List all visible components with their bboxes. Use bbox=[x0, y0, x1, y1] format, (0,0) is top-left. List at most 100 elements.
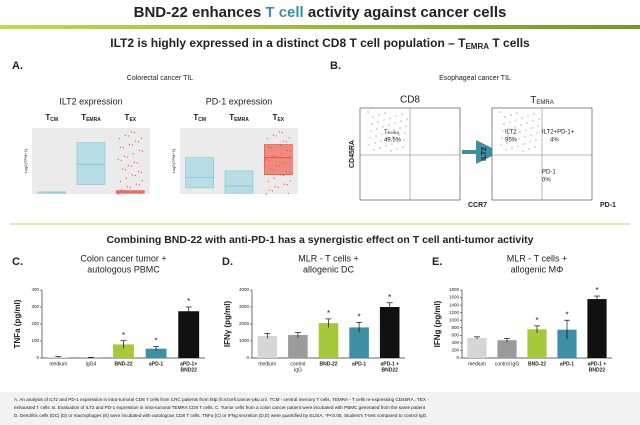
title-band bbox=[0, 25, 640, 29]
event bbox=[512, 140, 514, 142]
dot bbox=[270, 147, 272, 149]
y-axis-label: Log2(TPM+1) bbox=[23, 148, 28, 173]
event bbox=[383, 119, 385, 121]
bar bbox=[497, 340, 517, 358]
dot bbox=[138, 184, 140, 186]
bar bbox=[557, 329, 577, 358]
x-tick-label: BND-22 bbox=[114, 361, 132, 367]
y-tick-label: 300 bbox=[31, 304, 39, 309]
event bbox=[403, 139, 405, 141]
event bbox=[511, 147, 513, 149]
x-tick-label: IgG4 bbox=[85, 361, 96, 367]
event bbox=[367, 111, 369, 113]
x-tick-label: BND22 bbox=[381, 367, 398, 373]
dot bbox=[281, 132, 283, 134]
event bbox=[516, 112, 518, 114]
section-heading: Combining BND-22 with anti-PD-1 has a sy… bbox=[106, 234, 533, 246]
bar bbox=[288, 335, 308, 358]
dot bbox=[139, 192, 141, 194]
box bbox=[76, 142, 106, 185]
y-tick-label: 0 bbox=[36, 355, 39, 360]
dot bbox=[271, 155, 273, 157]
y-tick-label: 400 bbox=[451, 340, 459, 345]
plot-title: ILT2 expression bbox=[59, 96, 122, 106]
dot bbox=[136, 162, 138, 164]
dot bbox=[278, 131, 280, 133]
dot bbox=[123, 155, 125, 157]
y-axis-label: ILT2 bbox=[481, 147, 488, 161]
dot bbox=[287, 192, 289, 194]
dot bbox=[130, 131, 132, 133]
dot bbox=[282, 174, 284, 177]
y-axis-label: Log2(TPM+1) bbox=[171, 148, 176, 173]
panel-label: B. bbox=[330, 60, 341, 72]
subtitle-text: ILT2 is highly expressed in a distinct C… bbox=[110, 36, 466, 50]
event bbox=[374, 142, 376, 144]
box bbox=[185, 157, 214, 189]
footnote-line: A. An analysis of ILT2 and PD-1 expressi… bbox=[14, 397, 429, 402]
gate-value: 49.5% bbox=[384, 138, 402, 144]
dot bbox=[121, 168, 123, 170]
event bbox=[394, 122, 396, 124]
dot bbox=[282, 140, 284, 142]
significance: * bbox=[122, 331, 125, 340]
dot bbox=[135, 183, 137, 185]
event bbox=[400, 120, 402, 122]
dot bbox=[132, 153, 134, 155]
event bbox=[397, 141, 399, 143]
panel-label: A. bbox=[12, 60, 23, 72]
flow-title-sub: EMRA bbox=[536, 100, 553, 106]
dot bbox=[124, 134, 126, 136]
gate-label: TEMRA bbox=[384, 130, 400, 136]
dot bbox=[131, 144, 133, 146]
event bbox=[404, 132, 406, 134]
event bbox=[378, 114, 380, 116]
group-label-sub: EX bbox=[129, 117, 136, 123]
dot bbox=[127, 165, 129, 167]
event bbox=[501, 137, 503, 139]
y-tick-label: 1200 bbox=[449, 310, 460, 315]
y-tick-label: 0 bbox=[456, 355, 459, 360]
x-tick-label: aPD-1 + bbox=[380, 361, 399, 367]
x-tick-label: aPD-1 bbox=[560, 361, 574, 367]
dot bbox=[120, 159, 122, 161]
flow-title-main: T bbox=[530, 95, 536, 106]
dot bbox=[134, 174, 136, 177]
gate-main: T bbox=[384, 130, 388, 136]
event bbox=[522, 150, 524, 152]
significance: * bbox=[187, 297, 190, 306]
x-tick-label: BND-22 bbox=[319, 361, 337, 367]
bar bbox=[113, 344, 134, 358]
event bbox=[393, 129, 395, 131]
event bbox=[517, 145, 519, 147]
group-label-main: T bbox=[229, 113, 234, 122]
event bbox=[371, 123, 373, 125]
event bbox=[535, 139, 537, 141]
title: BND-22 enhances T cell activity against … bbox=[134, 4, 507, 21]
x-tick-label: IgG bbox=[294, 367, 302, 373]
event bbox=[519, 131, 521, 133]
y-axis-label: IFNg (pg/ml) bbox=[433, 300, 442, 347]
bar bbox=[318, 323, 339, 358]
panel-label: C. bbox=[12, 256, 23, 268]
dot bbox=[268, 189, 270, 191]
dot bbox=[124, 168, 126, 171]
dot bbox=[141, 150, 143, 152]
group-label: TCM bbox=[45, 113, 58, 123]
chart-title: MLR - T cells + bbox=[507, 253, 567, 263]
y-tick-label: 3000 bbox=[239, 304, 250, 309]
quadrant-name: ILT2 bbox=[505, 130, 517, 136]
dot bbox=[140, 171, 142, 173]
dot bbox=[126, 156, 128, 158]
dot bbox=[271, 190, 273, 192]
x-tick-label: BND-22 bbox=[528, 361, 546, 367]
dot bbox=[125, 177, 127, 179]
y-tick-label: 2000 bbox=[239, 321, 250, 326]
significance: * bbox=[595, 286, 598, 295]
group-label-main: T bbox=[273, 113, 278, 122]
dot bbox=[265, 193, 267, 195]
bar bbox=[178, 311, 200, 358]
dot bbox=[123, 190, 125, 192]
event bbox=[368, 144, 370, 146]
